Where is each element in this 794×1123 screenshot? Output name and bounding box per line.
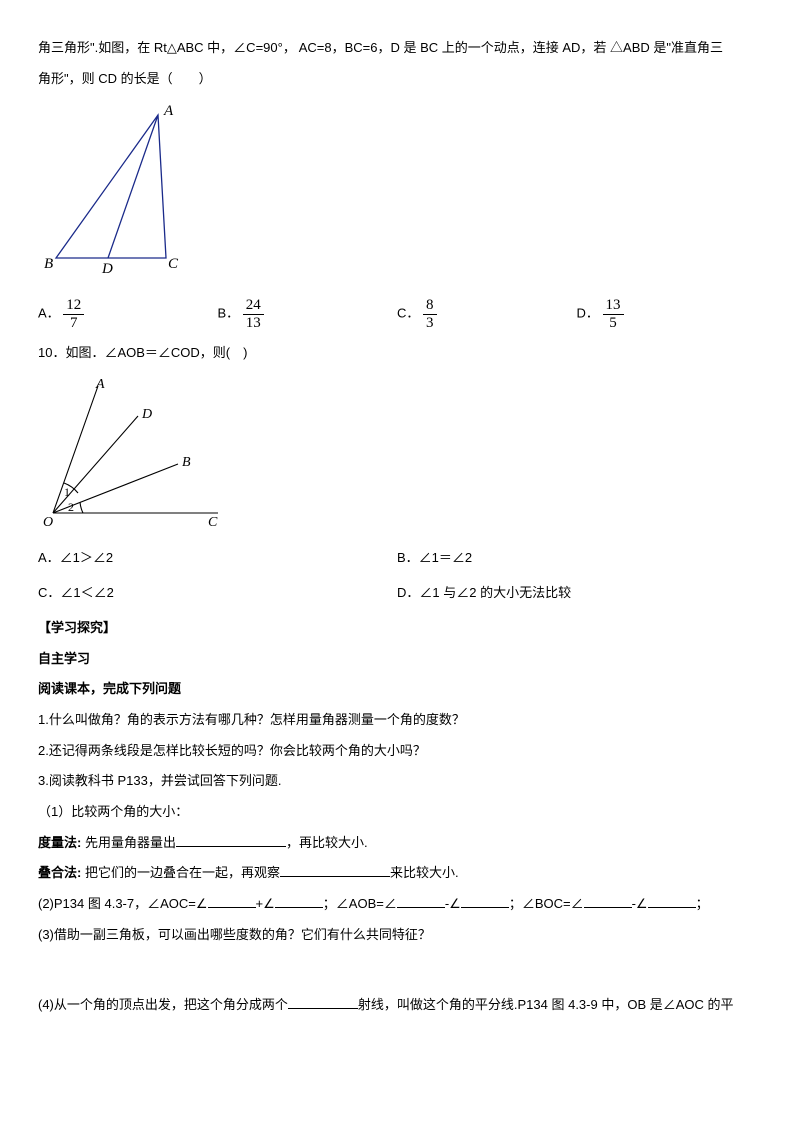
opt-d-label: D．	[577, 306, 599, 321]
ray-d-label: D	[141, 407, 152, 422]
blank-p4[interactable]	[288, 997, 358, 1010]
blank-p2-6[interactable]	[648, 895, 696, 908]
frac-c: 83	[423, 297, 437, 331]
study-p3: (3)借助一副三角板，可以画出哪些度数的角？它们有什么共同特征？	[38, 923, 756, 948]
q10-opt-d: D．∠1 与∠2 的大小无法比较	[397, 581, 756, 606]
spacer	[38, 953, 756, 987]
q9-opt-b: B． 2413	[218, 297, 398, 331]
p2-semi2: ；∠BOC=∠	[509, 896, 584, 911]
opt-c-label: C．	[397, 306, 419, 321]
p2-end: ；	[696, 896, 709, 911]
blank-p2-5[interactable]	[584, 895, 632, 908]
q10-options-row1: A．∠1＞∠2 B．∠1＝∠2	[38, 546, 756, 571]
study-p4: (4)从一个角的顶点出发，把这个角分成两个 射线，叫做这个角的平分线.P134 图…	[38, 993, 756, 1018]
q10-stem: 10．如图．∠AOB＝∠COD，则( )	[38, 341, 756, 366]
q10-opt-b: B．∠1＝∠2	[397, 546, 756, 571]
frac-d: 135	[603, 297, 624, 331]
q10-opt-a: A．∠1＞∠2	[38, 546, 397, 571]
origin-o-label: O	[43, 515, 53, 528]
overlap-pre: 把它们的一边叠合在一起，再观察	[81, 865, 280, 880]
study-p2: (2)P134 图 4.3-7，∠AOC=∠ +∠ ；∠AOB=∠ -∠ ；∠BOC=∠…	[38, 892, 756, 917]
angle-2-label: 2	[68, 500, 74, 514]
study-q1: 1.什么叫做角？角的表示方法有哪几种？怎样用量角器测量一个角的度数？	[38, 708, 756, 733]
vertex-a: A	[163, 103, 174, 119]
ray-a-label: A	[95, 378, 105, 392]
p2-minus2: -∠	[632, 896, 648, 911]
blank-p2-1[interactable]	[208, 895, 256, 908]
study-p1: （1）比较两个角的大小：	[38, 800, 756, 825]
study-q2: 2.还记得两条线段是怎样比较长短的吗？你会比较两个角的大小吗？	[38, 739, 756, 764]
measure-pre: 先用量角器量出	[81, 835, 176, 850]
measure-label: 度量法:	[38, 835, 81, 850]
vertex-c: C	[168, 256, 179, 272]
q9-opt-a: A． 127	[38, 297, 218, 331]
p4-pre: (4)从一个角的顶点出发，把这个角分成两个	[38, 997, 288, 1012]
figure-angle-aob: A D B C O 1 2	[38, 378, 756, 537]
study-measure: 度量法: 先用量角器量出 ，再比较大小.	[38, 831, 756, 856]
ray-b-label: B	[182, 455, 191, 470]
blank-p2-4[interactable]	[461, 895, 509, 908]
frac-b: 2413	[243, 297, 264, 331]
p2-semi: ；∠AOB=∠	[323, 896, 397, 911]
q9-opt-c: C． 83	[397, 297, 577, 331]
q9-options: A． 127 B． 2413 C． 83 D． 135	[38, 297, 756, 331]
opt-b-label: B．	[218, 306, 240, 321]
blank-p2-2[interactable]	[275, 895, 323, 908]
q9-opt-d: D． 135	[577, 297, 757, 331]
q9-line1: 角三角形".如图，在 Rt△ABC 中，∠C=90°， AC=8，BC=6，D …	[38, 36, 756, 61]
vertex-d: D	[101, 261, 113, 277]
p4-post: 射线，叫做这个角的平分线.P134 图 4.3-9 中，OB 是∠AOC 的平	[358, 997, 734, 1012]
p2-plus: +∠	[256, 896, 275, 911]
study-sub1: 自主学习	[38, 647, 756, 672]
q10-options-row2: C．∠1＜∠2 D．∠1 与∠2 的大小无法比较	[38, 581, 756, 606]
q9-line2: 角形"，则 CD 的长是（ ）	[38, 67, 756, 92]
p2-pre: (2)P134 图 4.3-7，∠AOC=∠	[38, 896, 208, 911]
study-overlap: 叠合法: 把它们的一边叠合在一起，再观察 来比较大小.	[38, 861, 756, 886]
blank-measure[interactable]	[176, 834, 286, 847]
frac-a: 127	[63, 297, 84, 331]
overlap-post: 来比较大小.	[390, 865, 459, 880]
blank-overlap[interactable]	[280, 865, 390, 878]
ray-c-label: C	[208, 515, 218, 528]
study-sub2: 阅读课本，完成下列问题	[38, 677, 756, 702]
study-header: 【学习探究】	[38, 616, 756, 641]
angle-1-label: 1	[64, 485, 70, 499]
opt-a-label: A．	[38, 306, 60, 321]
vertex-b: B	[44, 256, 53, 272]
q10-opt-c: C．∠1＜∠2	[38, 581, 397, 606]
measure-post: ，再比较大小.	[286, 835, 368, 850]
blank-p2-3[interactable]	[397, 895, 445, 908]
overlap-label: 叠合法:	[38, 865, 81, 880]
figure-triangle-abc: A B C D	[38, 103, 756, 287]
study-q3: 3.阅读教科书 P133，并尝试回答下列问题.	[38, 769, 756, 794]
p2-minus: -∠	[445, 896, 461, 911]
